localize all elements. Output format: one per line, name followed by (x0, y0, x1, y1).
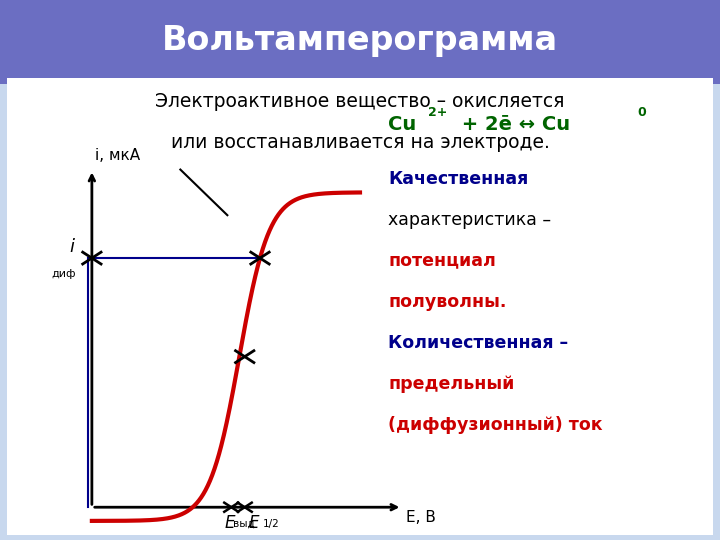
Text: выд: выд (233, 518, 255, 529)
Text: диф: диф (52, 269, 76, 280)
Text: Вольтамперограмма: Вольтамперограмма (162, 24, 558, 57)
FancyBboxPatch shape (0, 74, 720, 539)
Text: 1/2: 1/2 (262, 518, 279, 529)
Text: Качественная: Качественная (388, 170, 528, 187)
Text: E: E (225, 514, 235, 532)
Text: полуволны.: полуволны. (388, 293, 507, 310)
FancyBboxPatch shape (0, 0, 720, 90)
Text: 2+: 2+ (428, 106, 447, 119)
Text: предельный: предельный (388, 375, 515, 393)
Text: E, В: E, В (406, 510, 436, 524)
Text: или восстанавливается на электроде.: или восстанавливается на электроде. (171, 133, 549, 152)
Text: + 2ē ↔ Cu: + 2ē ↔ Cu (455, 115, 570, 134)
Text: 0: 0 (637, 106, 646, 119)
Text: характеристика –: характеристика – (388, 211, 552, 228)
Text: E: E (248, 514, 258, 532)
Text: Cu: Cu (388, 115, 416, 134)
Text: i, мкА: i, мкА (95, 148, 140, 163)
Text: Электроактивное вещество – окисляется: Электроактивное вещество – окисляется (156, 92, 564, 111)
Text: Количественная –: Количественная – (388, 334, 568, 352)
Text: (диффузионный) ток: (диффузионный) ток (388, 416, 603, 434)
Text: потенциал: потенциал (388, 252, 496, 269)
Text: i: i (69, 238, 74, 256)
